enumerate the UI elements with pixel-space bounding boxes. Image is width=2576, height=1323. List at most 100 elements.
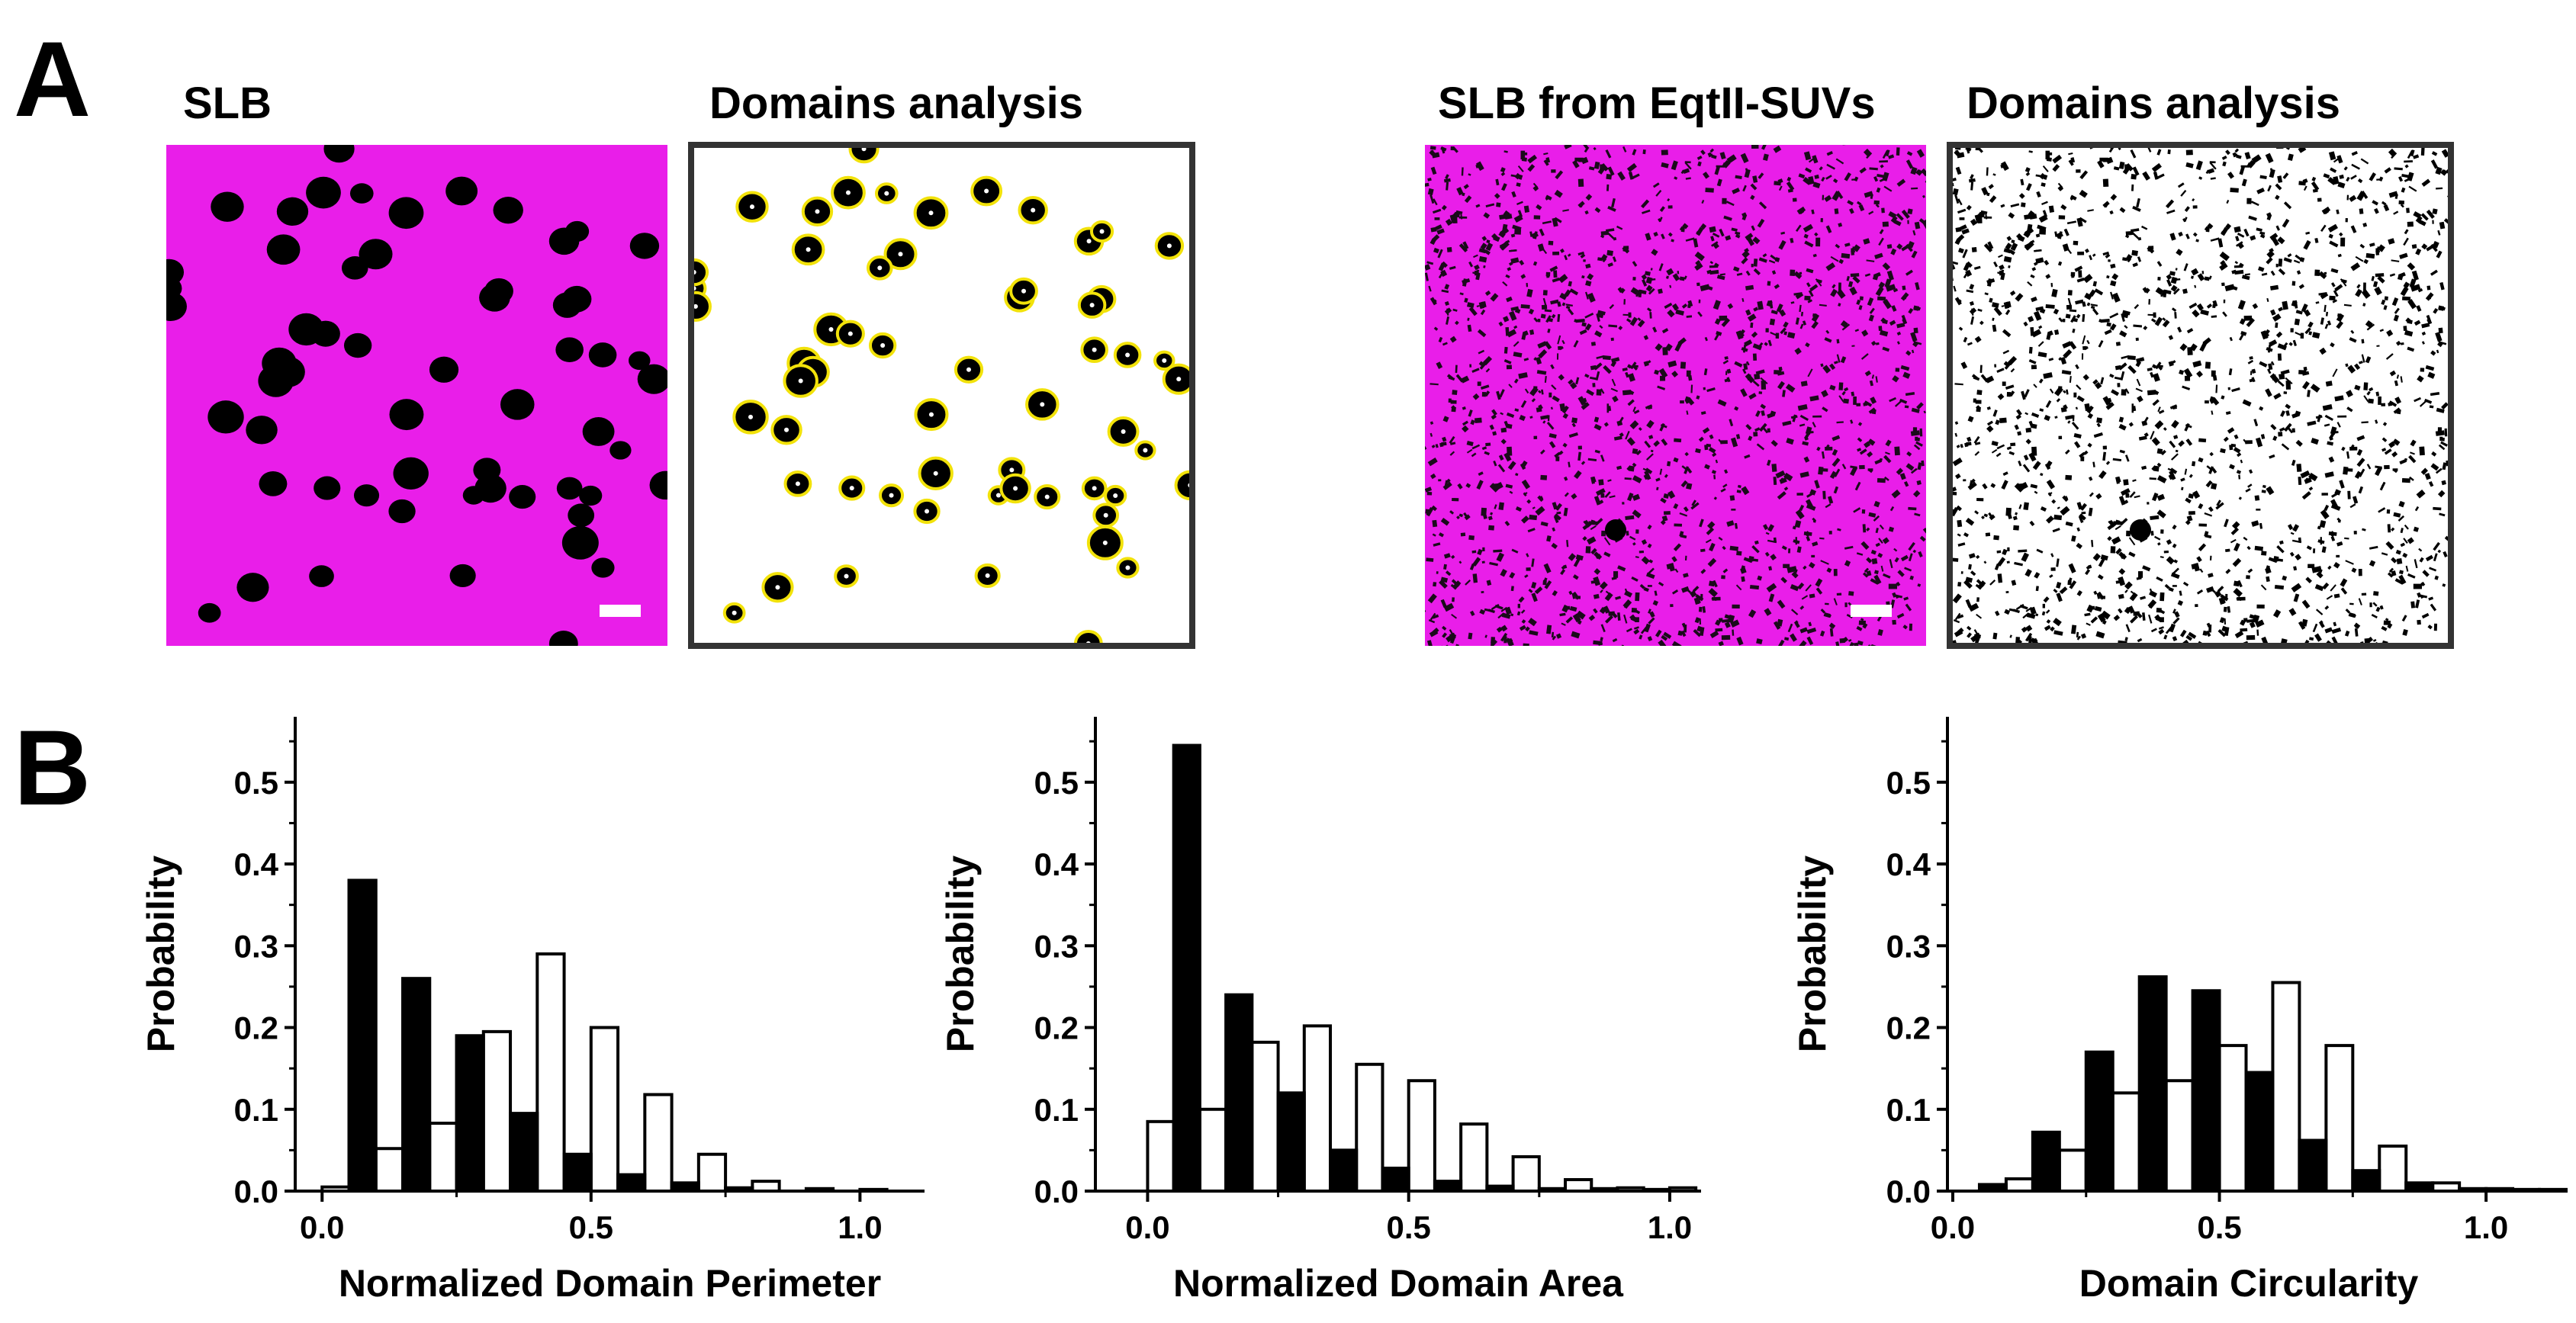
speckle <box>1531 558 1535 567</box>
speckle <box>1523 152 1528 156</box>
speckle <box>2076 313 2081 319</box>
speckle <box>1901 244 1910 252</box>
speckle <box>2132 479 2137 483</box>
speckle <box>1600 624 1606 633</box>
speckle <box>2393 210 2399 215</box>
speckle <box>1646 307 1652 313</box>
speckle <box>1722 618 1730 623</box>
speckle <box>2243 536 2248 541</box>
speckle <box>2087 413 2094 419</box>
speckle <box>1730 437 1738 448</box>
bar-filled <box>2244 1071 2275 1193</box>
speckle <box>1514 308 1521 314</box>
speckle <box>2256 227 2262 232</box>
speckle <box>2010 203 2020 208</box>
speckle <box>1467 317 1470 321</box>
speckle <box>1503 452 1512 462</box>
speckle <box>2210 237 2220 242</box>
speckle <box>2336 541 2343 547</box>
speckle <box>2441 480 2446 486</box>
speckle <box>2413 154 2420 159</box>
speckle <box>1683 573 1689 578</box>
speckle <box>2225 593 2228 599</box>
speckle <box>1650 449 1654 453</box>
speckle <box>1742 344 1747 353</box>
speckle <box>1544 580 1552 589</box>
speckle <box>2042 210 2048 218</box>
speckle <box>1734 361 1743 368</box>
speckle <box>1664 343 1673 352</box>
speckle <box>1954 297 1962 306</box>
speckle <box>2396 374 2400 379</box>
speckle <box>1646 360 1651 364</box>
speckle <box>2356 448 2363 456</box>
speckle <box>2246 575 2250 580</box>
speckle <box>1954 432 1958 437</box>
speckle <box>2358 569 2362 576</box>
speckle <box>1822 406 1828 413</box>
speckle <box>2393 407 2401 414</box>
speckle <box>2303 366 2307 371</box>
speckle <box>1801 595 1809 600</box>
speckle <box>1443 564 1447 570</box>
speckle <box>2005 590 2009 594</box>
speckle <box>2348 612 2356 618</box>
speckle <box>1888 211 1897 219</box>
speckle <box>1811 320 1819 329</box>
speckle <box>2053 630 2063 636</box>
speckle <box>1543 563 1552 573</box>
speckle <box>1630 287 1639 295</box>
y-tick-label: 0.0 <box>1034 1174 1079 1209</box>
speckle <box>2327 441 2334 446</box>
domain-spot <box>207 400 244 434</box>
speckle <box>1619 432 1624 438</box>
speckle <box>1794 520 1802 528</box>
speckle <box>1700 593 1703 599</box>
speckle <box>1700 568 1706 574</box>
speckle <box>1479 609 1486 615</box>
speckle <box>1850 273 1860 278</box>
speckle <box>2046 619 2051 624</box>
speckle <box>1485 242 1494 252</box>
bar-open <box>2004 1177 2034 1193</box>
speckle <box>1732 188 1740 194</box>
speckle <box>2374 207 2379 214</box>
speckle <box>2346 451 2350 459</box>
speckle <box>1556 353 1559 360</box>
speckle <box>2426 244 2435 252</box>
speckle <box>1555 456 1560 461</box>
speckle <box>2337 181 2346 189</box>
speckle <box>1960 224 1967 231</box>
speckle <box>1426 491 1433 496</box>
speckle <box>1626 318 1632 323</box>
speckle <box>2250 235 2256 241</box>
speckle <box>2006 391 2012 397</box>
domain-centroid <box>1121 429 1126 434</box>
speckle <box>1451 405 1456 410</box>
domain-centroid <box>1125 352 1130 358</box>
speckle <box>2334 489 2342 496</box>
speckle <box>1655 189 1662 197</box>
speckle <box>2292 524 2300 532</box>
speckle <box>1952 177 1957 181</box>
speckle <box>1888 154 1895 159</box>
speckle <box>2208 573 2214 578</box>
speckle <box>1485 203 1495 208</box>
speckle <box>2104 329 2112 336</box>
speckle <box>2061 370 2072 375</box>
speckle <box>1647 543 1652 548</box>
speckle <box>1587 458 1597 461</box>
speckle <box>1753 268 1761 275</box>
speckle <box>2092 281 2097 287</box>
speckle <box>1708 588 1718 598</box>
speckle <box>1832 458 1841 467</box>
domain-centroid <box>806 247 811 252</box>
speckle <box>1725 371 1728 375</box>
speckle <box>2351 150 2358 156</box>
speckle <box>1712 452 1717 458</box>
speckle <box>1767 524 1775 532</box>
speckle <box>1994 610 2000 616</box>
speckle <box>1896 323 1905 329</box>
speckle <box>1889 506 1895 512</box>
speckle <box>2435 467 2443 474</box>
